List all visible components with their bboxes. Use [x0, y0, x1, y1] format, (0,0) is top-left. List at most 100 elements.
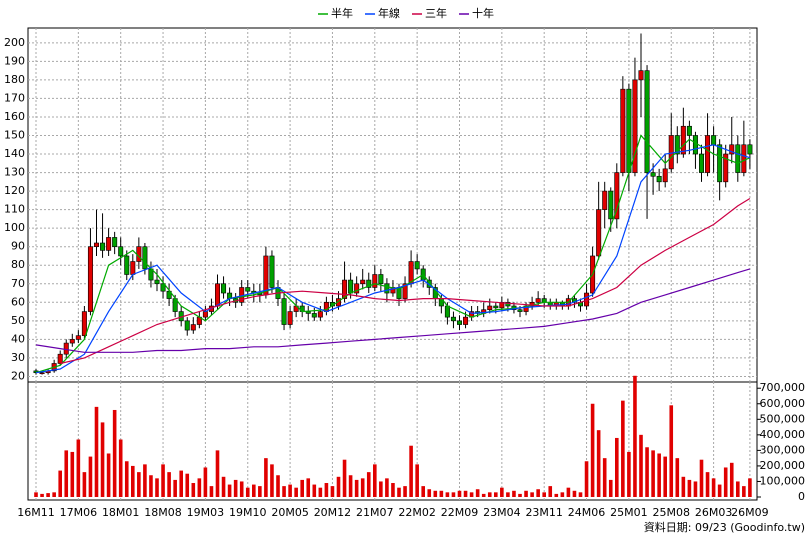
- volume-bar: [584, 461, 589, 497]
- candle-body: [81, 311, 87, 336]
- volume-bar: [475, 489, 480, 497]
- volume-tick-label: 600,000: [760, 397, 806, 410]
- volume-bar: [373, 464, 377, 497]
- candle-body: [305, 311, 311, 314]
- volume-bar: [487, 492, 492, 497]
- volume-bar: [312, 484, 317, 497]
- candle-body: [626, 88, 632, 173]
- volume-bar: [633, 375, 637, 497]
- volume-bar: [669, 405, 674, 497]
- volume-bar: [560, 492, 565, 497]
- volume-bar: [663, 456, 667, 497]
- x-tick-label: 18M08: [144, 506, 182, 519]
- volume-bar: [161, 464, 165, 497]
- volume-bar: [494, 492, 498, 497]
- volume-bar: [506, 492, 510, 497]
- candle-body: [106, 237, 112, 251]
- candle-body: [650, 172, 656, 177]
- candle-body: [698, 153, 704, 173]
- volume-bar: [415, 464, 419, 497]
- x-tick-label: 22M09: [441, 506, 479, 519]
- volume-bar: [46, 493, 50, 497]
- candle-body: [384, 283, 390, 294]
- candle-body: [63, 342, 69, 355]
- candle-body: [142, 246, 148, 270]
- volume-bar: [239, 481, 244, 497]
- candle-body: [729, 144, 735, 155]
- volume-bar: [252, 484, 256, 497]
- candle-body: [281, 298, 287, 325]
- volume-bar: [590, 403, 595, 497]
- moving-average-line: [60, 197, 751, 365]
- y-tick-label: 40: [11, 332, 25, 345]
- candle-body: [414, 261, 420, 270]
- volume-bar: [699, 459, 704, 497]
- x-tick-label: 19M10: [229, 506, 267, 519]
- legend-label: 年線: [378, 6, 400, 20]
- candle-body: [317, 311, 323, 318]
- volume-bar: [137, 472, 141, 497]
- candle-body: [202, 311, 208, 318]
- volume-bar: [191, 483, 196, 497]
- x-tick-label: 22M02: [398, 506, 436, 519]
- candle-body: [747, 144, 753, 155]
- candle-body: [517, 309, 523, 312]
- candle-body: [263, 255, 269, 296]
- volume-bar: [70, 451, 75, 497]
- candle-body: [360, 279, 366, 285]
- volume-bar: [330, 486, 335, 497]
- volume-bar: [621, 400, 625, 497]
- candle-body: [705, 135, 711, 173]
- x-tick-label: 17M06: [60, 506, 98, 519]
- candle-body: [184, 320, 190, 331]
- candle-body: [463, 316, 469, 325]
- candle-body: [245, 287, 251, 292]
- candle-body: [596, 209, 602, 257]
- x-tick-label: 25M01: [610, 506, 648, 519]
- y-tick-label: 120: [4, 184, 25, 197]
- x-tick-label: 24M06: [568, 506, 606, 519]
- volume-bar: [439, 490, 444, 497]
- volume-bar: [736, 481, 740, 497]
- volume-bar: [258, 486, 262, 497]
- volume-tick-label: 400,000: [760, 428, 806, 441]
- candle-body: [668, 135, 674, 170]
- y-tick-label: 60: [11, 295, 25, 308]
- candle-body: [342, 279, 348, 299]
- candle-body: [680, 125, 686, 155]
- volume-bar: [112, 409, 117, 497]
- volume-bar: [548, 486, 553, 497]
- volume-bar: [354, 479, 359, 497]
- candle-body: [493, 305, 499, 309]
- volume-bar: [742, 486, 746, 497]
- volume-bar: [282, 486, 286, 497]
- candle-body: [711, 135, 717, 146]
- moving-average-line: [35, 268, 751, 353]
- volume-bar: [379, 481, 383, 497]
- volume-bar: [705, 472, 710, 497]
- y-tick-label: 30: [11, 351, 25, 364]
- volume-bar: [227, 484, 232, 497]
- volume-tick-label: 300,000: [760, 443, 806, 456]
- candle-body: [692, 135, 698, 155]
- volume-bar: [457, 490, 462, 497]
- volume-bar: [106, 453, 111, 497]
- volume-bar: [82, 472, 87, 497]
- candle-body: [686, 125, 692, 136]
- volume-bar: [124, 461, 129, 497]
- candle-body: [644, 70, 650, 173]
- y-tick-label: 160: [4, 110, 25, 123]
- volume-bar: [366, 472, 371, 497]
- volume-tick-label: 0: [798, 490, 805, 503]
- x-tick-label: 20M05: [271, 506, 309, 519]
- volume-bar: [639, 434, 643, 497]
- volume-bar: [76, 439, 81, 497]
- x-tick-label: 25M08: [653, 506, 691, 519]
- volume-bar: [469, 492, 474, 497]
- volume-bar: [221, 476, 226, 497]
- candle-body: [94, 242, 100, 248]
- y-tick-label: 150: [4, 128, 25, 141]
- candle-body: [118, 246, 124, 257]
- volume-bar: [143, 464, 147, 497]
